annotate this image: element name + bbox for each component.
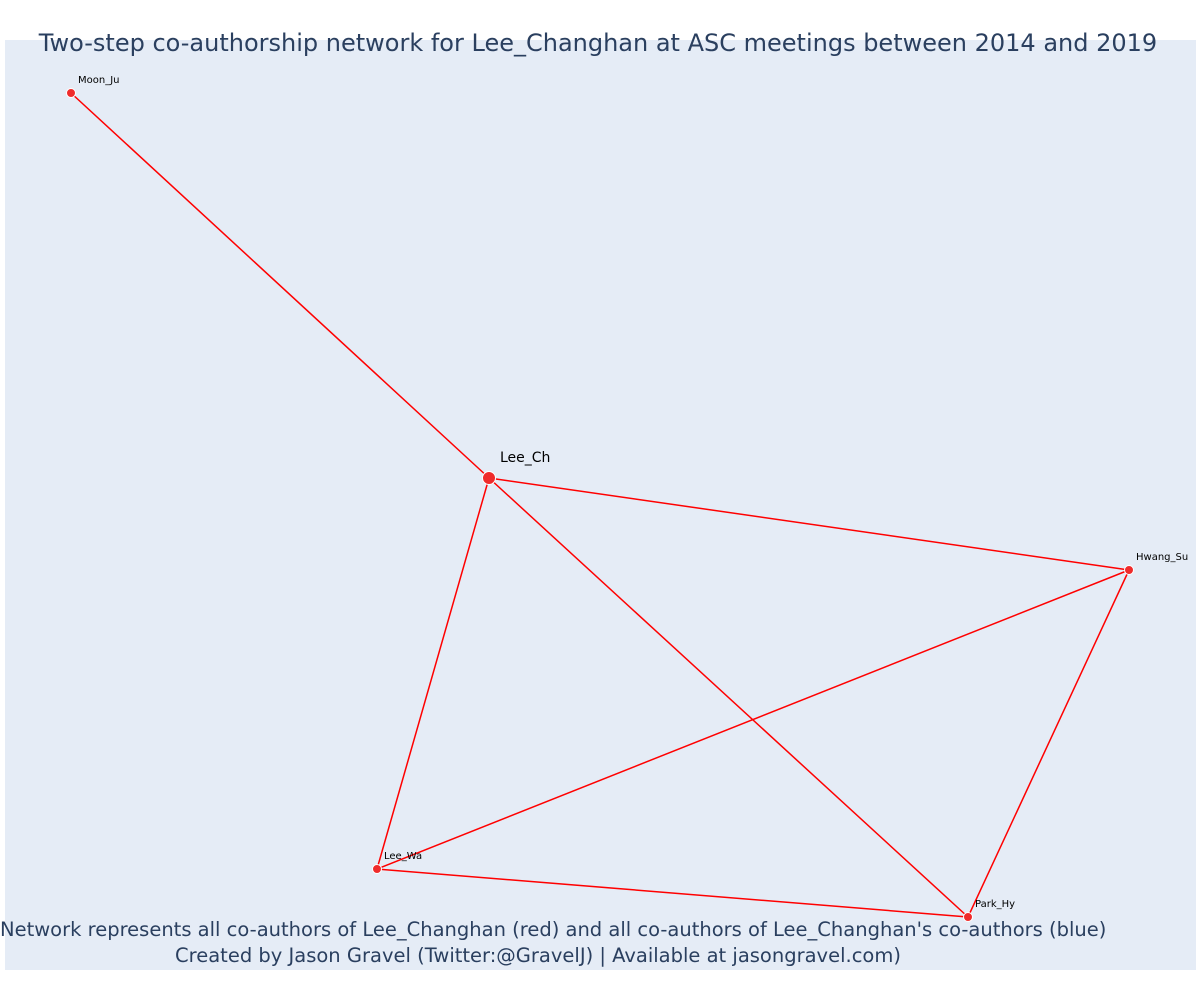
edge-lee_wa-park_hy <box>376 868 969 918</box>
edges-layer <box>70 92 1130 918</box>
node-marker[interactable] <box>482 471 496 485</box>
node-hwang_su[interactable]: Hwang_Su <box>1124 552 1189 575</box>
plot-area <box>5 40 1196 970</box>
node-lee_ch[interactable]: Lee_Ch <box>482 450 551 485</box>
node-park_hy[interactable]: Park_Hy <box>963 899 1016 922</box>
node-label: Lee_Ch <box>500 450 550 466</box>
edge-lee_ch-lee_wa <box>376 477 490 870</box>
node-moon_ju[interactable]: Moon_Ju <box>66 75 120 98</box>
nodes-layer: Lee_Ch Moon_Ju Hwang_Su Lee_Wa Park_Hy <box>66 75 1189 922</box>
node-lee_wa[interactable]: Lee_Wa <box>372 851 423 874</box>
node-label: Park_Hy <box>975 899 1015 910</box>
node-marker[interactable] <box>1124 565 1134 575</box>
edge-lee_ch-moon_ju <box>70 92 490 479</box>
caption-line-2: Created by Jason Gravel (Twitter:@Gravel… <box>175 944 901 967</box>
node-marker[interactable] <box>963 912 973 922</box>
node-marker[interactable] <box>372 864 382 874</box>
caption-line-1: Network represents all co-authors of Lee… <box>0 918 1107 941</box>
edge-lee_ch-park_hy <box>488 477 969 918</box>
node-label: Moon_Ju <box>78 75 120 86</box>
edge-hwang_su-park_hy <box>967 569 1130 918</box>
node-marker[interactable] <box>66 88 76 98</box>
edge-lee_ch-hwang_su <box>488 477 1130 571</box>
node-label: Hwang_Su <box>1136 552 1188 563</box>
edge-hwang_su-lee_wa <box>376 569 1130 870</box>
chart-title: Two-step co-authorship network for Lee_C… <box>38 29 1158 57</box>
node-label: Lee_Wa <box>384 851 422 862</box>
